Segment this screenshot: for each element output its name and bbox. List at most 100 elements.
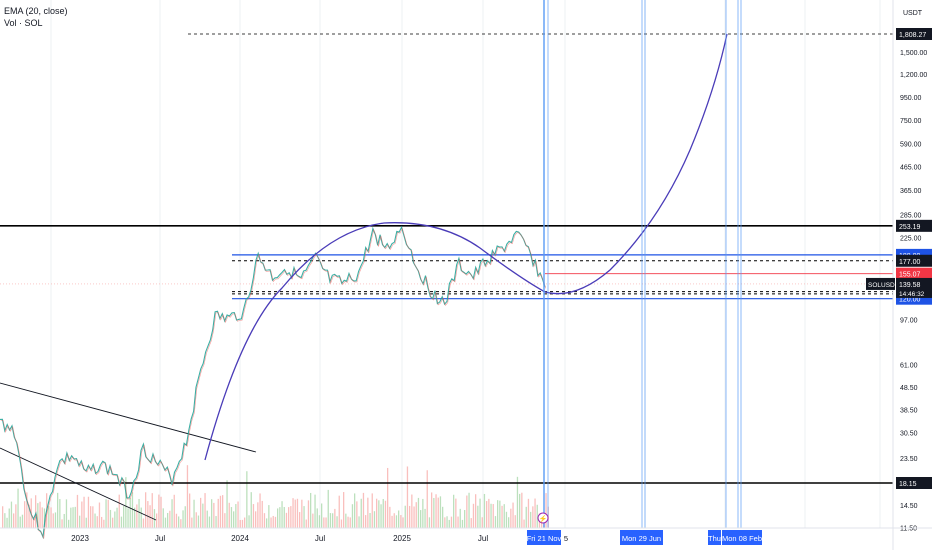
volume-bar: [303, 506, 305, 528]
volume-bar: [76, 494, 79, 528]
volume-bar: [17, 488, 19, 528]
volume-bar: [378, 500, 380, 528]
y-tick-label: 1,500.00: [900, 50, 927, 57]
volume-bar: [406, 466, 409, 528]
ema-legend[interactable]: EMA (20, close): [4, 6, 68, 16]
volume-bar: [52, 513, 54, 528]
volume-bar: [248, 515, 250, 528]
volume-bar: [545, 493, 547, 528]
volume-bar: [153, 509, 156, 528]
volume-bar: [184, 506, 186, 528]
volume-bar: [189, 493, 191, 528]
date-badge: [527, 530, 561, 545]
volume-bar: [272, 515, 274, 528]
volume-bar: [450, 516, 453, 528]
volume-bar: [433, 497, 435, 528]
price-badge: [896, 219, 932, 232]
volume-bar: [244, 517, 246, 528]
volume-bar: [129, 497, 131, 528]
volume-bar: [505, 511, 508, 528]
volume-bar: [6, 517, 8, 528]
volume-bar: [235, 504, 237, 528]
volume-bar: [431, 492, 433, 528]
price-badge: [896, 28, 932, 40]
volume-bar: [400, 515, 402, 528]
y-tick-label: 97.00: [900, 317, 918, 324]
volume-bar: [116, 507, 118, 528]
volume-bar: [193, 499, 195, 528]
date-badge-label: Fri 21 Nov: [527, 534, 562, 543]
date-badge-label: Thu: [708, 534, 721, 543]
flash-icon-glyph: ⚡: [539, 514, 548, 523]
volume-bar: [186, 465, 189, 528]
volume-bar: [523, 519, 525, 528]
volume-bar: [292, 498, 294, 528]
vertical-date-markers: ⚡: [537, 0, 742, 528]
volume-bar: [358, 516, 360, 528]
volume-bar: [387, 467, 389, 528]
volume-bar: [204, 493, 206, 528]
volume-bar: [13, 513, 15, 528]
volume-bar: [261, 500, 263, 528]
price-axis[interactable]: USDT 1,500.00 1,200.00 950.00 750.00 590.00 46…: [866, 0, 932, 550]
volume-bar: [362, 492, 365, 528]
volume-bars: [2, 465, 549, 528]
volume-bar: [532, 506, 534, 528]
x-tick-label: Jul: [315, 534, 325, 543]
volume-bar: [301, 499, 303, 528]
volume-bar: [437, 497, 439, 528]
price-badge: [896, 267, 932, 280]
x-tick-label: 2024: [231, 534, 249, 543]
volume-bar: [224, 513, 226, 528]
volume-bar: [281, 501, 283, 528]
volume-bar: [525, 506, 527, 528]
volume-bar: [147, 501, 149, 528]
price-path-shadow: [0, 227, 547, 540]
time-axis[interactable]: 2023 Jul 2024 Jul 2025 Jul Fri 21 Nov Mon 29 Ju…: [0, 527, 932, 545]
volume-bar: [475, 494, 477, 528]
current-price-label: 139.58: [899, 282, 921, 289]
volume-bar: [312, 513, 314, 528]
volume-bar: [98, 502, 101, 528]
y-tick-label: 38.50: [900, 408, 918, 415]
volume-bar: [217, 498, 219, 528]
volume-bar: [444, 517, 446, 528]
volume-bar: [263, 513, 266, 528]
date-badge: [620, 530, 663, 545]
volume-bar: [195, 512, 197, 528]
volume-bar: [145, 492, 147, 528]
volume-bar: [461, 519, 464, 528]
volume-bar: [151, 493, 153, 528]
volume-bar: [481, 517, 483, 528]
flash-icon: [537, 512, 549, 524]
y-tick-label: 11.50: [900, 526, 917, 533]
volume-bar: [530, 511, 532, 528]
volume-bar: [299, 512, 301, 528]
price-badge-label: 120.00: [899, 297, 921, 304]
volume-bar: [382, 498, 384, 528]
cup-left-arc: [204, 222, 546, 461]
volume-bar: [213, 502, 215, 528]
volume-bar: [420, 510, 422, 528]
volume-bar: [125, 477, 127, 528]
volume-bar: [508, 517, 510, 528]
volume-bar: [417, 497, 420, 528]
volume-bar: [483, 493, 486, 528]
volume-bar: [219, 495, 222, 528]
volume-bar: [167, 512, 169, 528]
volume-bar: [61, 519, 63, 528]
volume-bar: [140, 507, 142, 528]
y-tick-label: 225.00: [900, 235, 922, 242]
volume-bar: [323, 517, 325, 528]
volume-bar: [492, 504, 494, 528]
volume-bar: [59, 499, 61, 528]
volume-bar: [164, 517, 167, 528]
volume-bar: [360, 498, 362, 528]
volume-bar: [527, 498, 530, 528]
volume-legend[interactable]: Vol · SOL: [4, 18, 43, 28]
volume-bar: [389, 506, 391, 528]
volume-bar: [466, 495, 468, 528]
volume-bar: [250, 492, 252, 528]
y-tick-label: 465.00: [900, 165, 922, 172]
